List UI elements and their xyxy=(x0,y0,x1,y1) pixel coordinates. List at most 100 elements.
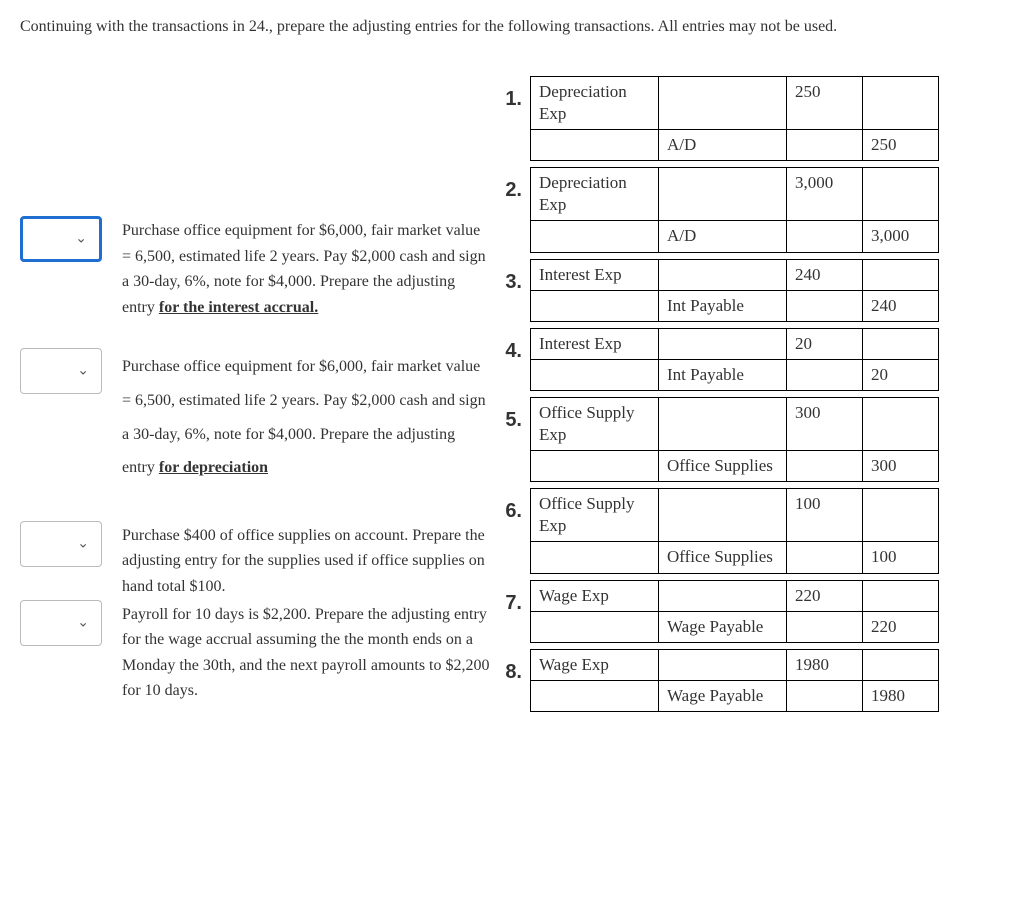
credit-account-blank xyxy=(659,259,787,290)
credit-account-blank xyxy=(659,489,787,542)
credit-amount-blank xyxy=(863,489,939,542)
credit-account: Office Supplies xyxy=(659,451,787,482)
debit-account: Interest Exp xyxy=(531,259,659,290)
debit-account-blank xyxy=(531,130,659,161)
debit-amount: 3,000 xyxy=(787,168,863,221)
question-4-text: Payroll for 10 days is $2,200. Prepare t… xyxy=(122,600,490,704)
entry-table: Wage Exp1980Wage Payable1980 xyxy=(530,649,939,712)
debit-account-blank xyxy=(531,221,659,252)
entry-table: Interest Exp20Int Payable20 xyxy=(530,328,939,391)
question-1: ⌄ Purchase office equipment for $6,000, … xyxy=(20,216,490,340)
debit-amount-blank xyxy=(787,359,863,390)
journal-entry: 3.Interest Exp240Int Payable240 xyxy=(500,259,1004,322)
credit-amount-blank xyxy=(863,328,939,359)
answer-select-4[interactable]: ⌄ xyxy=(20,600,102,646)
debit-account-blank xyxy=(531,542,659,573)
instruction-text: Continuing with the transactions in 24.,… xyxy=(20,18,1004,36)
chevron-down-icon: ⌄ xyxy=(77,535,89,552)
entry-number: 2. xyxy=(500,167,530,202)
credit-amount: 250 xyxy=(863,130,939,161)
debit-amount: 20 xyxy=(787,328,863,359)
credit-amount-blank xyxy=(863,77,939,130)
questions-column: ⌄ Purchase office equipment for $6,000, … xyxy=(20,76,490,718)
debit-account-blank xyxy=(531,451,659,482)
debit-account: Office Supply Exp xyxy=(531,489,659,542)
debit-amount-blank xyxy=(787,290,863,321)
credit-amount-blank xyxy=(863,397,939,450)
journal-entry: 4.Interest Exp20Int Payable20 xyxy=(500,328,1004,391)
credit-account-blank xyxy=(659,77,787,130)
entry-number: 3. xyxy=(500,259,530,294)
credit-amount: 100 xyxy=(863,542,939,573)
credit-amount-blank xyxy=(863,649,939,680)
credit-account: A/D xyxy=(659,221,787,252)
journal-entry: 5.Office Supply Exp300Office Supplies300 xyxy=(500,397,1004,482)
question-3: ⌄ Purchase $400 of office supplies on ac… xyxy=(20,521,490,600)
credit-amount-blank xyxy=(863,168,939,221)
answer-select-3[interactable]: ⌄ xyxy=(20,521,102,567)
entry-table: Depreciation Exp3,000A/D3,000 xyxy=(530,167,939,252)
journal-entry: 8.Wage Exp1980Wage Payable1980 xyxy=(500,649,1004,712)
entries-column: 1.Depreciation Exp250A/D2502.Depreciatio… xyxy=(500,76,1004,718)
journal-entry: 1.Depreciation Exp250A/D250 xyxy=(500,76,1004,161)
credit-amount-blank xyxy=(863,259,939,290)
credit-account: Office Supplies xyxy=(659,542,787,573)
entry-number: 6. xyxy=(500,488,530,523)
question-2: ⌄ Purchase office equipment for $6,000, … xyxy=(20,348,490,512)
debit-amount-blank xyxy=(787,611,863,642)
entry-table: Interest Exp240Int Payable240 xyxy=(530,259,939,322)
credit-account-blank xyxy=(659,168,787,221)
debit-amount: 250 xyxy=(787,77,863,130)
credit-amount: 220 xyxy=(863,611,939,642)
debit-account-blank xyxy=(531,359,659,390)
answer-select-2[interactable]: ⌄ xyxy=(20,348,102,394)
debit-account: Wage Exp xyxy=(531,649,659,680)
debit-account-blank xyxy=(531,680,659,711)
entry-number: 1. xyxy=(500,76,530,111)
chevron-down-icon: ⌄ xyxy=(75,231,87,248)
debit-amount: 300 xyxy=(787,397,863,450)
credit-amount: 20 xyxy=(863,359,939,390)
debit-amount: 220 xyxy=(787,580,863,611)
chevron-down-icon: ⌄ xyxy=(77,614,89,631)
entry-number: 8. xyxy=(500,649,530,684)
entry-number: 4. xyxy=(500,328,530,363)
entry-number: 7. xyxy=(500,580,530,615)
credit-account: Int Payable xyxy=(659,359,787,390)
credit-account: Wage Payable xyxy=(659,680,787,711)
debit-account: Depreciation Exp xyxy=(531,168,659,221)
question-3-text: Purchase $400 of office supplies on acco… xyxy=(122,521,490,600)
debit-amount-blank xyxy=(787,221,863,252)
journal-entry: 6.Office Supply Exp100Office Supplies100 xyxy=(500,488,1004,573)
debit-account-blank xyxy=(531,290,659,321)
credit-amount: 240 xyxy=(863,290,939,321)
debit-amount: 240 xyxy=(787,259,863,290)
debit-account: Wage Exp xyxy=(531,580,659,611)
credit-account-blank xyxy=(659,397,787,450)
answer-select-1[interactable]: ⌄ xyxy=(20,216,102,262)
question-1-text: Purchase office equipment for $6,000, fa… xyxy=(122,216,490,320)
debit-amount-blank xyxy=(787,451,863,482)
credit-account: Int Payable xyxy=(659,290,787,321)
entry-table: Depreciation Exp250A/D250 xyxy=(530,76,939,161)
debit-amount: 100 xyxy=(787,489,863,542)
credit-amount: 3,000 xyxy=(863,221,939,252)
credit-account-blank xyxy=(659,580,787,611)
entry-table: Office Supply Exp100Office Supplies100 xyxy=(530,488,939,573)
entry-table: Office Supply Exp300Office Supplies300 xyxy=(530,397,939,482)
entry-number: 5. xyxy=(500,397,530,432)
debit-amount-blank xyxy=(787,130,863,161)
credit-account-blank xyxy=(659,649,787,680)
credit-account: Wage Payable xyxy=(659,611,787,642)
question-4: ⌄ Payroll for 10 days is $2,200. Prepare… xyxy=(20,600,490,704)
debit-account-blank xyxy=(531,611,659,642)
credit-account: A/D xyxy=(659,130,787,161)
question-2-text: Purchase office equipment for $6,000, fa… xyxy=(122,348,490,484)
journal-entry: 7.Wage Exp220Wage Payable220 xyxy=(500,580,1004,643)
credit-amount: 1980 xyxy=(863,680,939,711)
credit-amount: 300 xyxy=(863,451,939,482)
debit-amount: 1980 xyxy=(787,649,863,680)
credit-amount-blank xyxy=(863,580,939,611)
credit-account-blank xyxy=(659,328,787,359)
chevron-down-icon: ⌄ xyxy=(77,363,89,380)
